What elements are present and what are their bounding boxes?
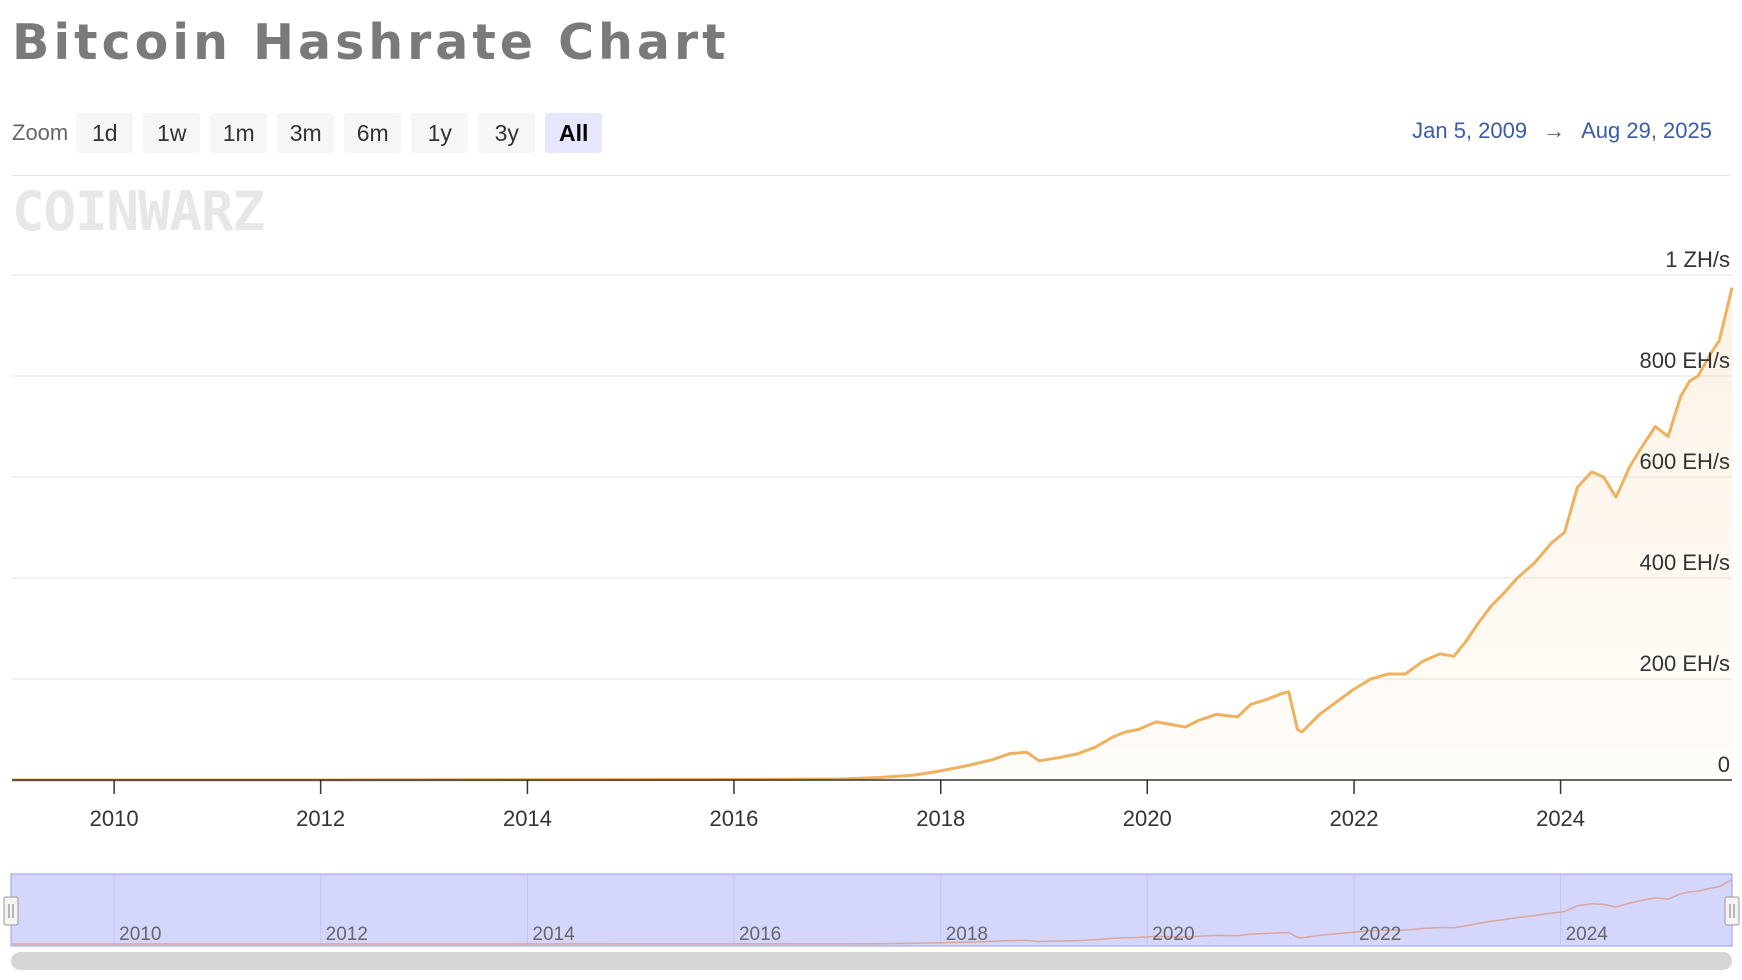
header-divider: [12, 175, 1730, 176]
y-tick-label: 1 ZH/s: [1665, 247, 1730, 272]
page-title: Bitcoin Hashrate Chart: [12, 14, 730, 71]
zoom-1w-button[interactable]: 1w: [143, 113, 201, 153]
zoom-6m-button[interactable]: 6m: [344, 113, 402, 153]
navigator-year-labels: 2010 2012 2014 2016 2018 2020 2022 2024: [119, 924, 1608, 945]
x-tick-label: 2024: [1536, 806, 1585, 831]
navigator-year-lines: [113, 874, 1562, 946]
navigator-year-label: 2018: [946, 924, 988, 945]
y-axis-labels: 0 200 EH/s 400 EH/s 600 EH/s 800 EH/s 1 ZH/s: [1640, 247, 1731, 777]
y-tick-label: 400 EH/s: [1640, 550, 1731, 575]
zoom-1m-button[interactable]: 1m: [210, 113, 268, 153]
y-tick-label: 800 EH/s: [1640, 348, 1731, 373]
x-tick-label: 2018: [916, 806, 965, 831]
range-from-date[interactable]: Jan 5, 2009: [1412, 118, 1528, 143]
navigator-selection[interactable]: [10, 873, 1733, 947]
x-tick-label: 2020: [1123, 806, 1172, 831]
zoom-1d-button[interactable]: 1d: [76, 113, 134, 153]
hashrate-area-fill: [12, 287, 1732, 780]
y-tick-label: 600 EH/s: [1640, 449, 1731, 474]
navigator-year-label: 2014: [532, 924, 575, 945]
navigator-right-handle[interactable]: [1724, 896, 1740, 926]
navigator[interactable]: 2010 2012 2014 2016 2018 2020 2022 2024: [3, 873, 1740, 947]
date-range: Jan 5, 2009 → Aug 29, 2025: [1412, 118, 1712, 144]
navigator-scrollbar[interactable]: [11, 952, 1732, 970]
y-tick-label: 200 EH/s: [1640, 651, 1731, 676]
navigator-series-line: [12, 878, 1733, 945]
x-axis-ticks: 2010 2012 2014 2016 2018 2020 2022 2024: [90, 780, 1585, 831]
x-tick-label: 2010: [90, 806, 139, 831]
x-tick-label: 2014: [503, 806, 552, 831]
zoom-3m-button[interactable]: 3m: [277, 113, 335, 153]
x-tick-label: 2012: [296, 806, 345, 831]
navigator-year-label: 2022: [1359, 924, 1401, 945]
y-gridlines: [12, 274, 1732, 680]
navigator-year-label: 2020: [1152, 924, 1194, 945]
navigator-year-label: 2016: [739, 924, 781, 945]
navigator-year-label: 2024: [1566, 924, 1609, 945]
zoom-label: Zoom: [12, 120, 69, 145]
zoom-1y-button[interactable]: 1y: [411, 113, 469, 153]
zoom-all-button[interactable]: All: [545, 113, 603, 153]
hashrate-series-line: [12, 287, 1734, 782]
navigator-year-label: 2010: [119, 924, 161, 945]
x-tick-label: 2016: [709, 806, 758, 831]
zoom-3y-button[interactable]: 3y: [478, 113, 536, 153]
navigator-left-handle[interactable]: [3, 896, 19, 926]
range-arrow-icon: →: [1543, 118, 1566, 143]
coinwarz-watermark-logo: COINWARZ: [12, 180, 265, 243]
y-tick-label: 0: [1718, 752, 1730, 777]
range-to-date[interactable]: Aug 29, 2025: [1581, 118, 1712, 143]
zoom-controls: Zoom 1d 1w 1m 3m 6m 1y 3y All: [12, 113, 612, 153]
x-tick-label: 2022: [1330, 806, 1379, 831]
navigator-year-label: 2012: [326, 924, 368, 945]
